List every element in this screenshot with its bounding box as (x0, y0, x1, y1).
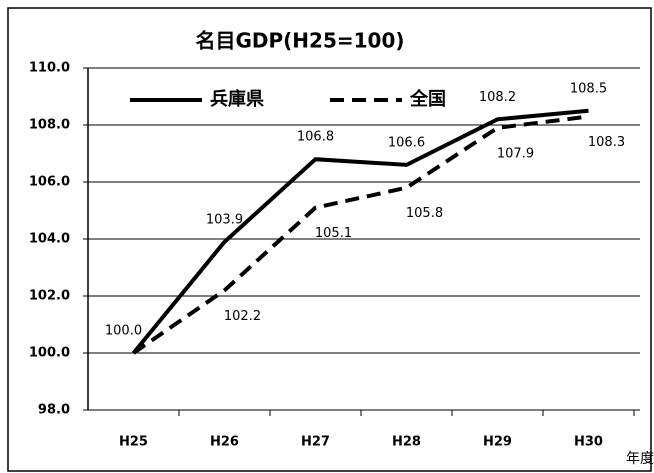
x-axis-label: 年度 (626, 451, 654, 467)
data-label: 108.3 (588, 135, 625, 150)
legend-label: 全国 (409, 88, 446, 110)
data-label: 108.5 (570, 81, 607, 96)
x-tick-label: H28 (392, 435, 421, 450)
y-tick-label: 110.0 (29, 61, 70, 76)
legend-label: 兵庫県 (210, 88, 264, 110)
data-label: 106.8 (297, 130, 334, 145)
data-label: 107.9 (497, 146, 534, 161)
y-tick-label: 100.0 (29, 346, 70, 361)
x-tick-label: H30 (574, 435, 603, 450)
data-label: 105.1 (315, 226, 352, 241)
data-label: 108.2 (479, 90, 516, 105)
x-tick-label: H26 (210, 435, 239, 450)
series-line (132, 114, 589, 355)
y-tick-label: 98.0 (38, 403, 70, 418)
data-label: 102.2 (224, 309, 261, 324)
y-tick-label: 104.0 (29, 232, 70, 247)
series-line (131, 108, 589, 355)
y-tick-label: 108.0 (29, 118, 70, 133)
y-tick-label: 106.0 (29, 175, 70, 190)
data-label: 106.6 (388, 135, 425, 150)
data-label: 103.9 (206, 212, 243, 227)
x-tick-label: H25 (119, 435, 148, 450)
x-tick-label: H29 (483, 435, 512, 450)
x-tick-label: H27 (301, 435, 330, 450)
y-tick-label: 102.0 (29, 289, 70, 304)
data-label: 105.8 (406, 206, 443, 221)
chart-title: 名目GDP(H25=100) (195, 29, 404, 53)
data-label: 100.0 (105, 324, 142, 339)
